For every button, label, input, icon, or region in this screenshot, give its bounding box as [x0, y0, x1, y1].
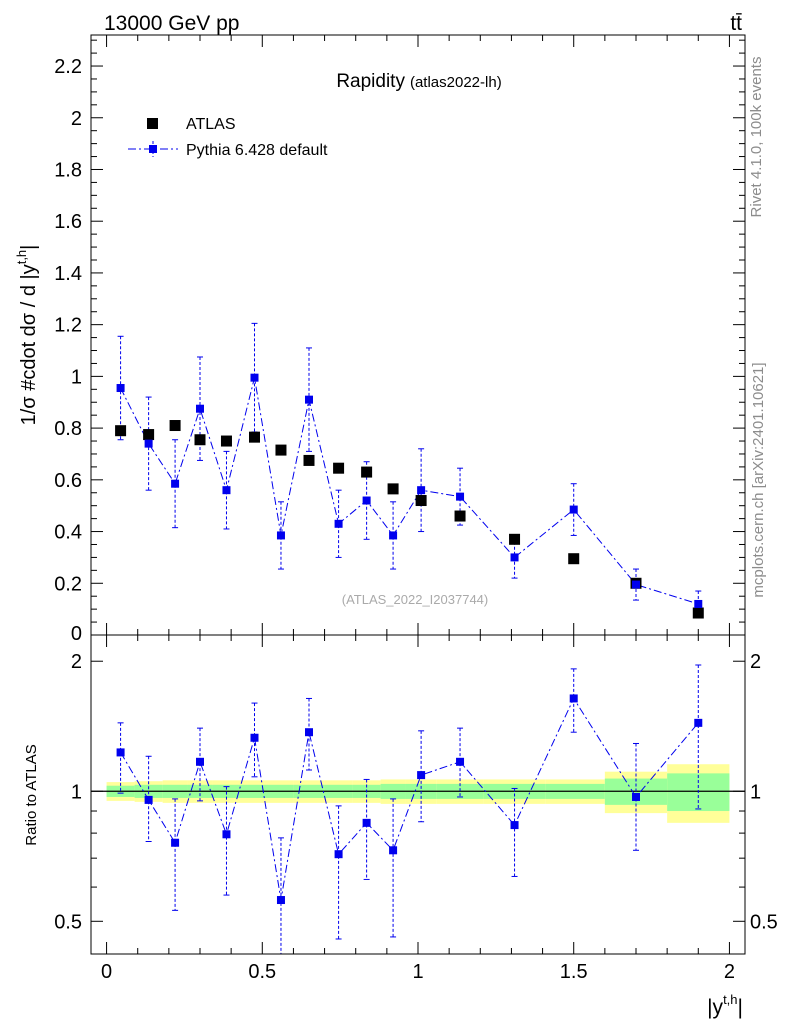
ratio-data-point	[250, 733, 259, 742]
ratio-data-point	[171, 838, 180, 847]
mc-data-point	[569, 505, 578, 514]
mc-series-line	[120, 377, 699, 605]
mc-data-point	[694, 599, 703, 608]
mc-data-point	[171, 479, 180, 488]
mc-data-point	[196, 404, 204, 413]
atlas-data-point	[115, 425, 127, 437]
y-tick-label-main: 0.4	[54, 522, 82, 544]
ratio-data-point	[694, 718, 703, 727]
mc-data-point	[632, 580, 640, 589]
y-tick-label-main: 1.4	[54, 263, 82, 285]
atlas-data-point	[220, 435, 232, 447]
ratio-data-point	[222, 830, 231, 839]
x-tick-label: 2	[724, 961, 735, 983]
y-tick-label-ratio-right: 1	[750, 781, 761, 803]
mc-data-point	[276, 531, 285, 540]
atlas-data-point	[692, 607, 704, 619]
mc-lines	[120, 377, 699, 901]
y-tick-label-ratio-left: 0.5	[54, 911, 82, 933]
y-tick-label-main: 2	[71, 108, 82, 130]
mc-data-point	[144, 439, 153, 448]
ratio-data-point	[569, 694, 578, 703]
y-tick-label-main: 0	[71, 623, 82, 645]
mc-data-point	[362, 496, 371, 505]
x-tick-label: 1.5	[560, 961, 588, 983]
y-tick-label-ratio-left: 1	[71, 781, 82, 803]
y-tick-label-ratio-left: 2	[71, 651, 82, 673]
ratio-data-point	[632, 792, 640, 801]
axis-ticks	[91, 35, 745, 954]
atlas-data-point	[454, 510, 466, 522]
y-tick-label-ratio-right: 2	[750, 651, 761, 673]
y-tick-label-main: 2.2	[54, 56, 82, 78]
x-tick-label: 1	[412, 961, 423, 983]
process-label: tt̄	[730, 12, 742, 35]
y-tick-label-main: 1.6	[54, 211, 82, 233]
energy-label: 13000 GeV pp	[104, 12, 239, 35]
atlas-data-point	[169, 420, 181, 432]
x-tick-label: 0	[101, 961, 112, 983]
mc-data-point	[116, 384, 125, 393]
y-tick-label-main: 1.2	[54, 315, 82, 337]
ratio-data-point	[144, 795, 153, 804]
ratio-data-point	[456, 757, 465, 766]
y-tick-label-main: 1	[71, 366, 82, 388]
mc-data-point	[334, 519, 343, 528]
ratio-frame	[90, 634, 746, 955]
atlas-data-point	[333, 462, 345, 474]
legend-mc-marker	[149, 145, 157, 153]
x-axis-label: |yt,h|	[707, 992, 743, 1019]
atlas-data-point	[387, 483, 399, 495]
ratio-data-point	[276, 896, 285, 905]
ratio-data-point	[334, 850, 343, 859]
legend-atlas-label: ATLAS	[186, 116, 236, 133]
data-points	[115, 373, 704, 905]
y-axis-label-ratio: Ratio to ATLAS	[23, 744, 40, 845]
analysis-watermark: (ATLAS_2022_I2037744)	[342, 592, 488, 607]
atlas-data-point	[143, 429, 155, 441]
mc-data-point	[305, 395, 313, 404]
atlas-data-point	[303, 454, 315, 466]
atlas-data-point	[194, 434, 206, 446]
atlas-data-point	[568, 553, 580, 565]
error-bars	[117, 322, 702, 954]
y-tick-label-main: 0.8	[54, 418, 82, 440]
legend-mc-label: Pythia 6.428 default	[186, 142, 328, 159]
y-tick-label-ratio-right: 0.5	[750, 911, 778, 933]
mc-data-point	[417, 486, 426, 495]
y-tick-label-main: 0.6	[54, 470, 82, 492]
mc-data-point	[250, 373, 259, 382]
atlas-data-point	[509, 533, 521, 545]
rivet-version-label: Rivet 4.1.0, 100k events	[748, 57, 765, 218]
mcplots-label: mcplots.cern.ch [arXiv:2401.10621]	[750, 362, 767, 597]
y-axis-label-main: 1/σ #cdot dσ / d |yt,h|	[14, 245, 40, 426]
ratio-data-point	[305, 728, 313, 737]
x-tick-label: 0.5	[248, 961, 276, 983]
y-tick-label-main: 1.8	[54, 159, 82, 181]
atlas-data-point	[275, 444, 287, 456]
mc-data-point	[222, 486, 231, 495]
ratio-data-point	[362, 818, 371, 827]
ratio-data-point	[196, 757, 204, 766]
chart-title: Rapidity (atlas2022-lh)	[336, 71, 501, 92]
y-tick-label-main: 0.2	[54, 573, 82, 595]
atlas-data-point	[249, 431, 260, 443]
atlas-data-point	[415, 495, 427, 507]
ratio-data-point	[510, 821, 519, 830]
mc-data-point	[510, 553, 519, 562]
mc-data-point	[456, 492, 465, 501]
ratio-data-point	[417, 771, 426, 780]
ratio-data-point	[389, 846, 398, 855]
atlas-data-point	[361, 466, 373, 478]
mc-data-point	[389, 531, 398, 540]
ratio-data-point	[116, 748, 125, 757]
legend-atlas-marker	[147, 118, 158, 129]
tick-labels: 0 0.5 1 1.5 2 0 0.2 0.4 0.6 0.8 1 1.2 1.4 1.6 1.8 2 2.2 0…	[54, 56, 778, 983]
legend: ATLAS Pythia 6.428 default	[128, 116, 328, 159]
